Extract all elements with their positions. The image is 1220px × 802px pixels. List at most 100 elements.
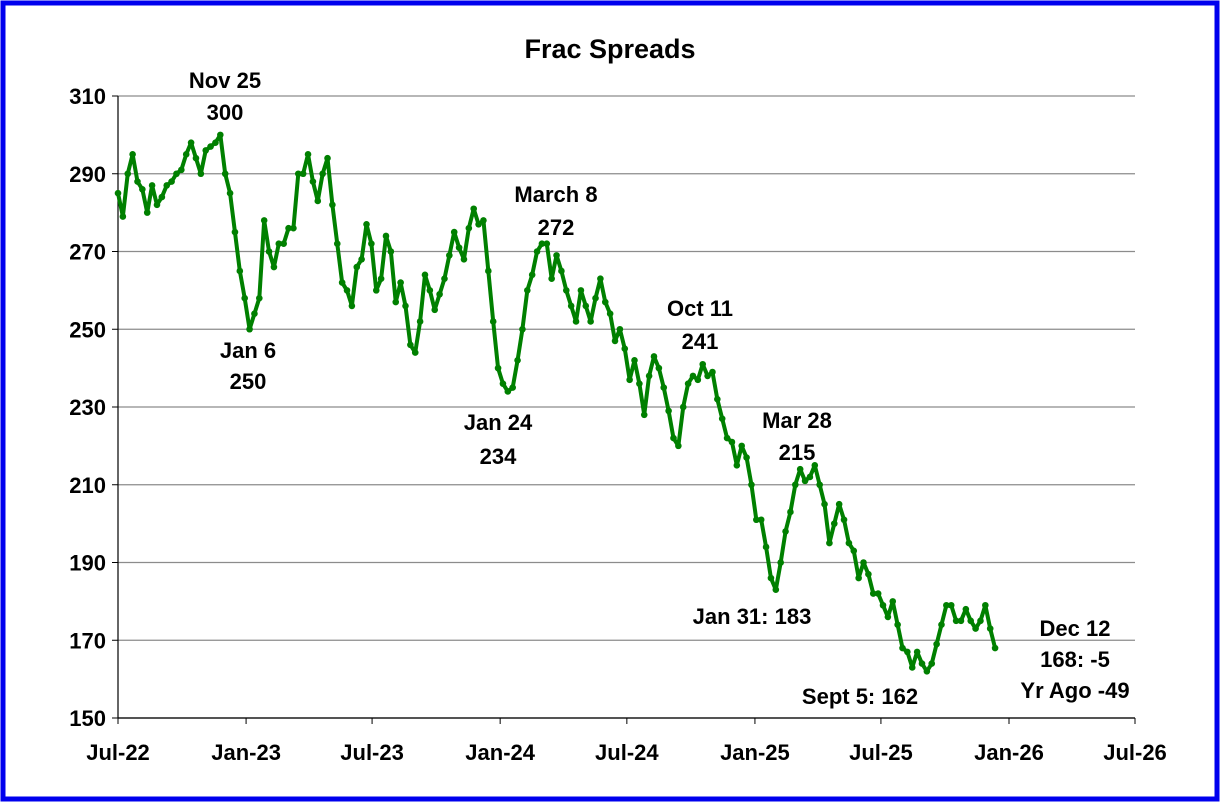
data-point (275, 240, 283, 248)
data-point (972, 625, 979, 632)
data-point (363, 220, 370, 228)
data-point (626, 376, 633, 384)
data-point (348, 302, 356, 310)
data-point (124, 170, 132, 178)
annotation: 241 (682, 329, 719, 354)
data-point (489, 318, 497, 325)
data-point (197, 170, 205, 178)
data-point (806, 473, 814, 481)
data-point (611, 337, 619, 345)
data-point (553, 252, 560, 259)
data-point (514, 357, 521, 364)
data-point (562, 287, 570, 294)
data-point (387, 248, 395, 255)
x-tick-label: Jul-24 (595, 740, 659, 765)
data-point (329, 201, 336, 209)
data-point (592, 294, 599, 302)
data-point (743, 454, 750, 461)
data-point (728, 438, 736, 446)
data-point (470, 205, 478, 213)
data-point (933, 640, 940, 648)
data-point (134, 178, 141, 185)
data-point (679, 403, 687, 411)
data-point (835, 500, 843, 508)
data-point (299, 170, 307, 178)
annotation: 272 (538, 215, 575, 240)
data-point (943, 601, 950, 609)
data-point (675, 442, 682, 450)
data-point (256, 294, 263, 302)
data-point (538, 240, 546, 248)
data-point (519, 325, 526, 333)
data-point (192, 154, 200, 162)
data-point (187, 139, 195, 146)
data-point (182, 151, 190, 158)
data-point (314, 197, 322, 205)
data-point (207, 143, 214, 150)
data-point (202, 147, 210, 154)
data-point (158, 193, 166, 201)
data-point (148, 182, 156, 189)
data-point (757, 516, 765, 524)
x-tick-label: Jul-22 (86, 740, 150, 765)
data-point (762, 543, 770, 551)
data-point (139, 186, 146, 193)
data-point (977, 617, 984, 625)
annotation: Jan 6 (220, 338, 276, 363)
data-point (923, 668, 931, 675)
annotation: Oct 11 (667, 296, 733, 321)
data-point (908, 664, 916, 671)
data-point (270, 263, 278, 271)
data-point (991, 644, 999, 652)
data-point (904, 648, 911, 656)
data-point (655, 364, 663, 372)
data-point (173, 170, 180, 178)
data-point (543, 240, 551, 248)
data-point (748, 481, 755, 489)
data-point (636, 380, 643, 387)
data-point (660, 384, 668, 391)
y-tick-label: 230 (69, 395, 106, 420)
annotation: Jan 24 (464, 410, 533, 435)
data-point (343, 287, 351, 294)
annotation: Sept 5: 162 (802, 684, 918, 709)
data-point (772, 586, 780, 594)
data-point (397, 279, 404, 286)
x-tick-label: Jul-23 (340, 740, 404, 765)
data-point (767, 574, 775, 582)
data-point (811, 462, 819, 469)
data-point (714, 395, 721, 403)
y-tick-label: 250 (69, 317, 106, 342)
data-point (494, 364, 502, 372)
data-point (928, 660, 936, 667)
data-point (572, 318, 580, 325)
data-point (826, 539, 833, 547)
data-point (368, 240, 375, 248)
data-point (684, 380, 692, 387)
y-tick-label: 210 (69, 473, 106, 498)
data-point (952, 617, 960, 625)
chart-title: Frac Spreads (524, 34, 695, 64)
y-tick-label: 310 (69, 84, 106, 109)
data-point (163, 182, 171, 189)
data-point (226, 189, 234, 197)
annotation: Nov 25 (189, 68, 261, 93)
data-point (957, 617, 965, 625)
data-point (821, 500, 828, 508)
data-point (801, 477, 809, 485)
data-point (704, 372, 711, 380)
y-tick-label: 190 (69, 551, 106, 576)
data-point (865, 570, 872, 578)
data-point (168, 178, 175, 185)
data-point (738, 442, 746, 450)
data-point (212, 139, 219, 146)
data-point (874, 590, 882, 597)
data-point (787, 508, 794, 516)
data-point (830, 520, 838, 527)
annotation: Dec 12 (1040, 616, 1111, 641)
data-point (640, 411, 648, 419)
data-point (280, 240, 287, 248)
data-point (753, 516, 760, 524)
data-point (855, 574, 862, 582)
